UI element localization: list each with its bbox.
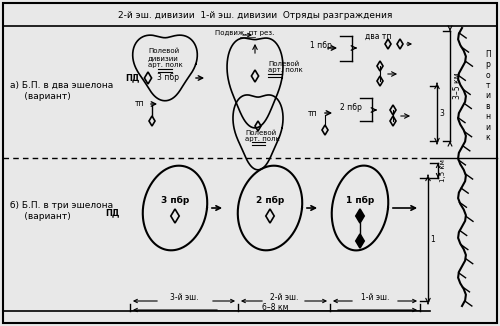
Text: П
р
о
т
и
в
н
и
к: П р о т и в н и к [485,50,491,142]
Text: тп: тп [135,99,144,109]
Text: 2-й эш.: 2-й эш. [270,293,298,303]
Text: 3: 3 [439,110,444,118]
Text: а) Б.П. в два эшелона
     (вариант): а) Б.П. в два эшелона (вариант) [10,81,113,101]
Text: 2-й эш. дивизии  1-й эш. дивизии  Отряды разграждения: 2-й эш. дивизии 1-й эш. дивизии Отряды р… [118,11,392,21]
Text: Полевой: Полевой [245,130,276,136]
Text: Полевой: Полевой [268,61,299,67]
Text: 3-й эш.: 3-й эш. [170,293,198,303]
Text: арт. полк: арт. полк [148,62,183,68]
Polygon shape [356,234,364,248]
Text: 3 пбр: 3 пбр [161,196,189,204]
Text: 1,5 км: 1,5 км [440,159,446,183]
Text: 1-й эш.: 1-й эш. [361,293,389,303]
Text: 1 пбр: 1 пбр [346,196,374,204]
Polygon shape [356,209,364,223]
Text: дивизии: дивизии [148,55,179,61]
Text: 2 пбр: 2 пбр [256,196,284,204]
Text: два тп: два тп [365,32,392,40]
Text: Подвиж. пт рез.: Подвиж. пт рез. [215,30,274,36]
Text: тп: тп [308,109,318,117]
Text: б) Б.П. в три эшелона
     (вариант): б) Б.П. в три эшелона (вариант) [10,201,113,221]
Text: арт. полк: арт. полк [245,136,280,142]
Text: 1 пбр: 1 пбр [310,41,332,51]
Text: 2 пбр: 2 пбр [340,103,362,112]
Text: 3 пбр: 3 пбр [157,73,179,82]
Text: 1: 1 [430,234,435,244]
Text: ПД: ПД [105,209,120,217]
Text: ПД: ПД [125,73,140,82]
Text: 6–8 км: 6–8 км [262,304,288,313]
Text: арт. полк: арт. полк [268,67,303,73]
Text: Полевой: Полевой [148,48,179,54]
Text: 3–5 км: 3–5 км [453,73,462,99]
